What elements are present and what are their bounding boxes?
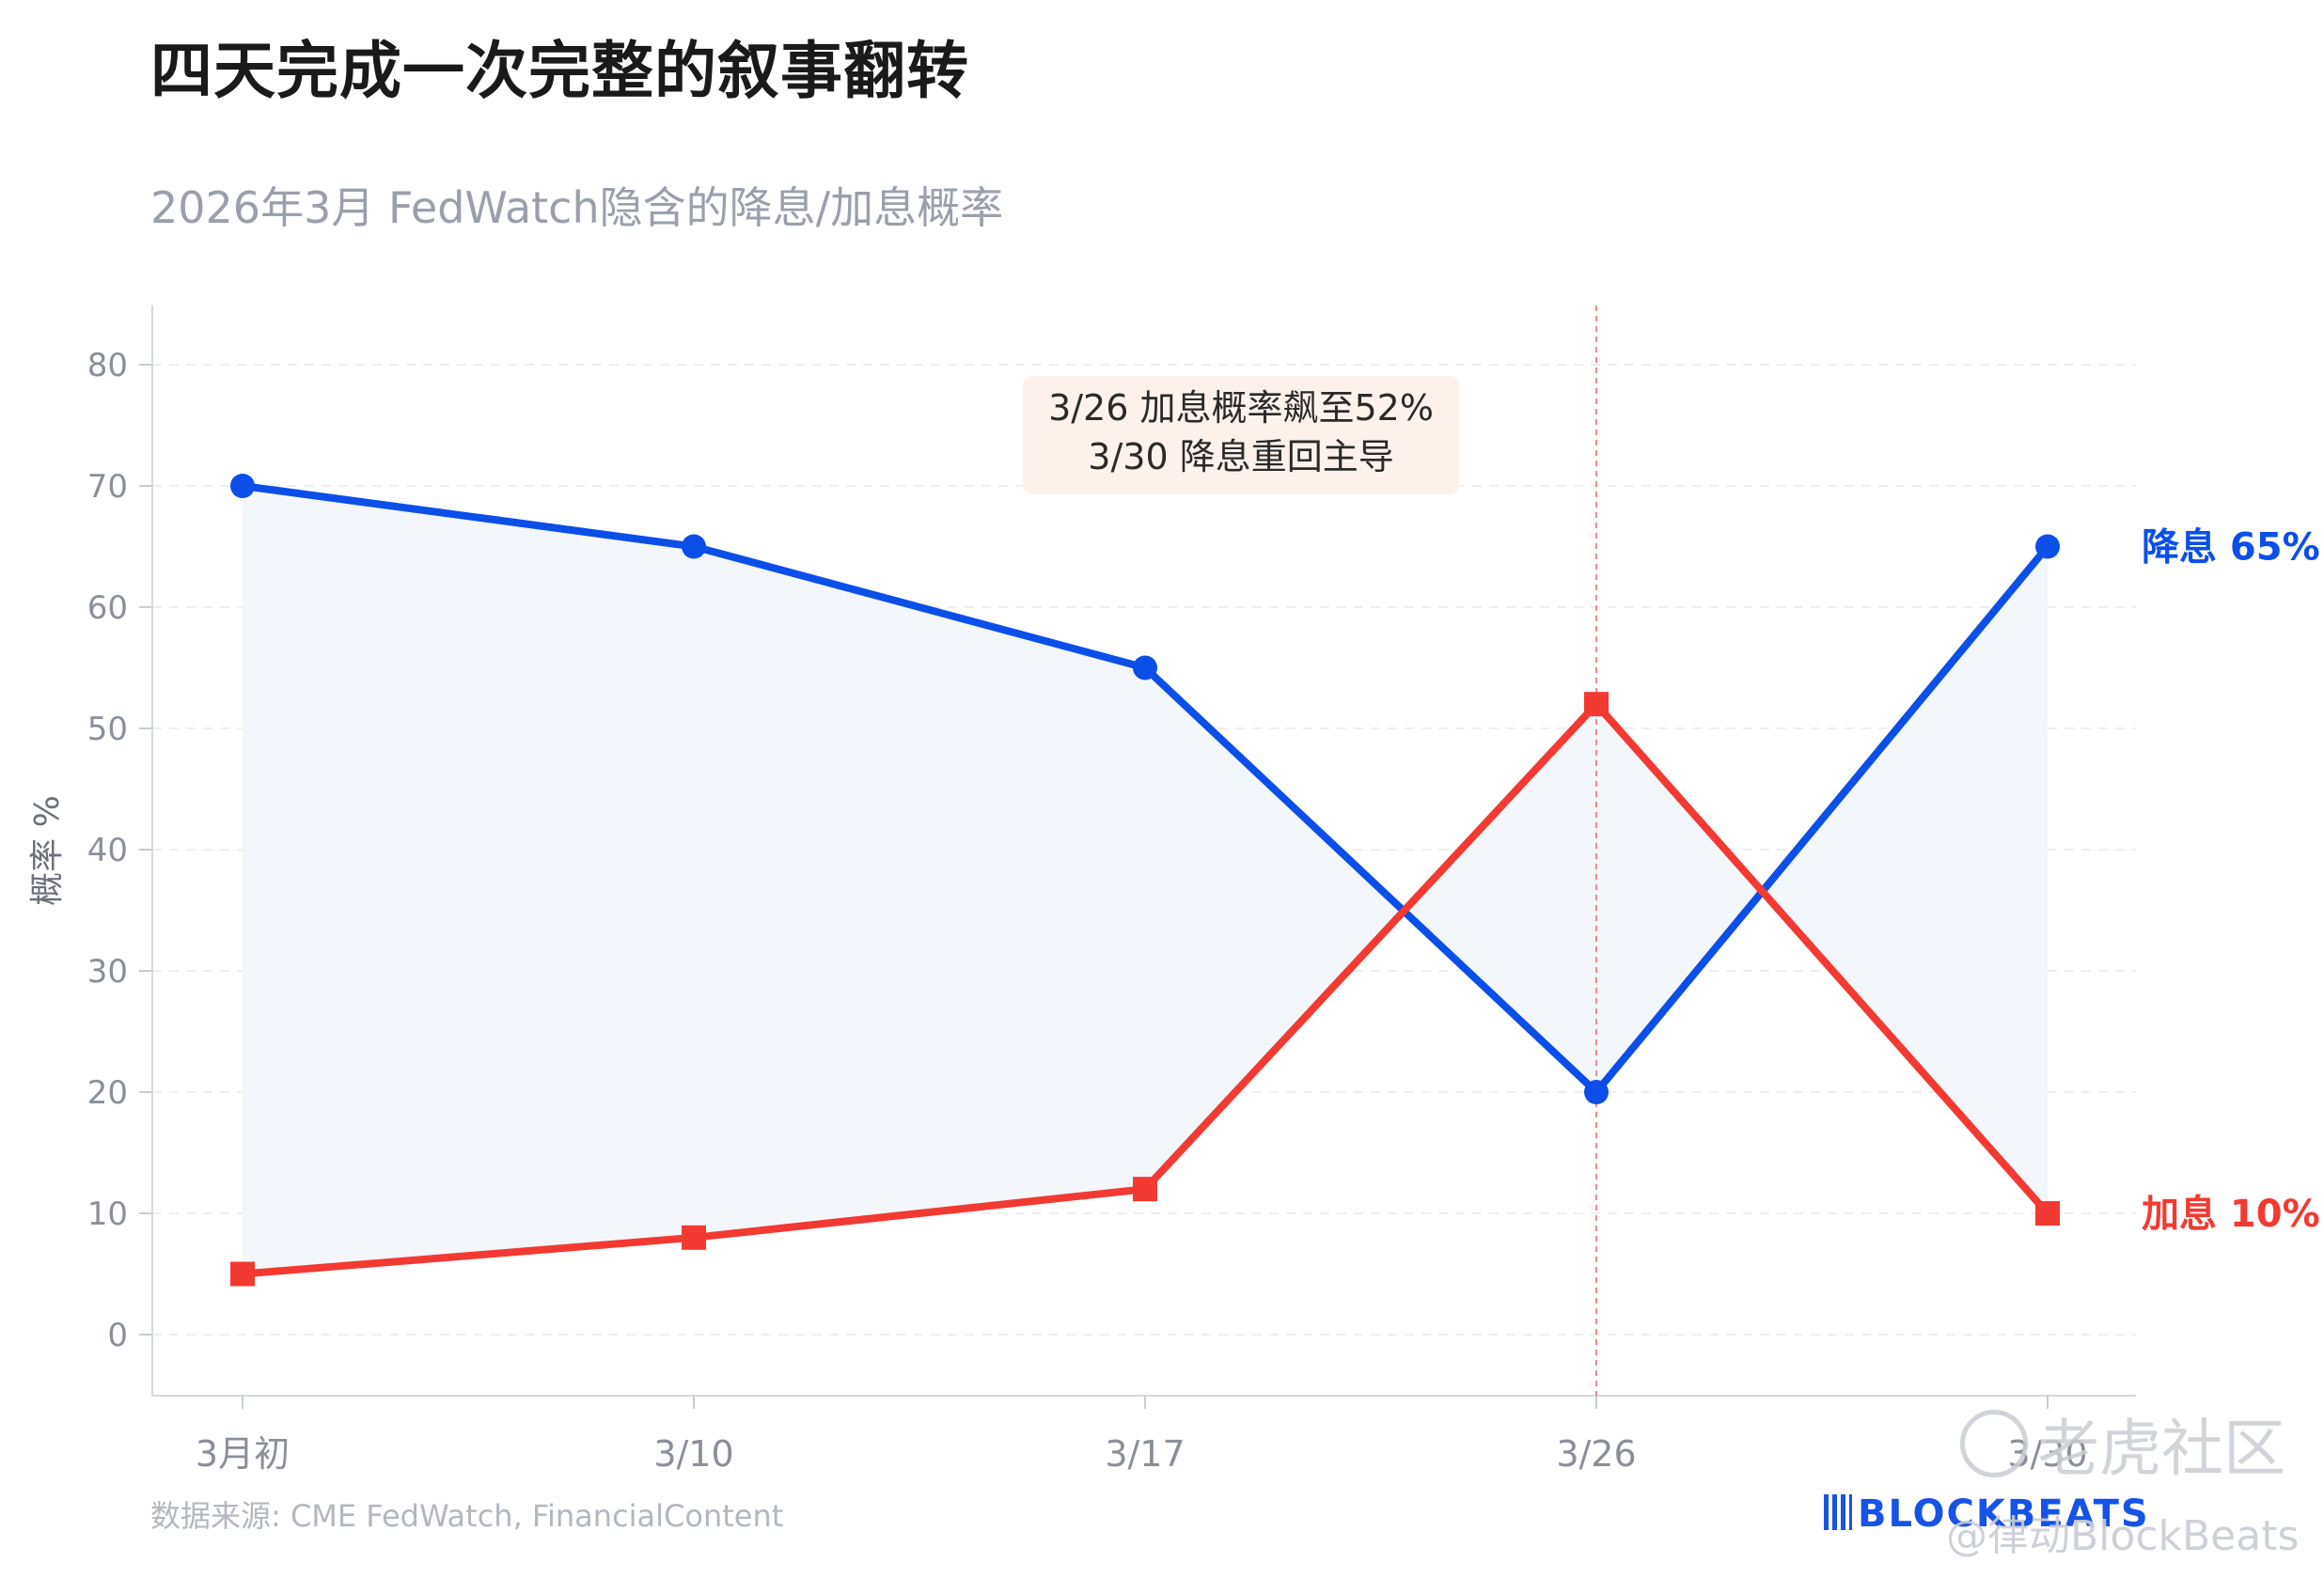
fill-between-area: [243, 486, 2048, 1274]
ytick-label-40: 40: [87, 832, 128, 869]
fill-area: [243, 486, 2048, 1274]
tiger-logo-icon: [1960, 1410, 2028, 1477]
end-label-0: 降息 65%: [2142, 526, 2320, 570]
ytick-label-70: 70: [87, 468, 128, 506]
brand-bars-icon: [1824, 1494, 1852, 1530]
annotation-line-0: 3/26 加息概率飙至52%: [1048, 387, 1434, 429]
annotation: 3/26 加息概率飙至52% 3/30 降息重回主导: [1023, 376, 1459, 494]
labels: 降息 65% 加息 10%: [2142, 526, 2320, 1237]
xtick-label-3: 3/26: [1556, 1433, 1636, 1475]
xtick-label-0: 3月初: [196, 1433, 290, 1475]
ytick-label-30: 30: [87, 953, 128, 991]
ytick-label-50: 50: [87, 711, 128, 748]
ytick-label-0: 0: [107, 1317, 128, 1354]
series: [230, 474, 2060, 1287]
point-0-0: [230, 474, 255, 498]
point-1-0: [230, 1261, 255, 1287]
point-1-3: [1584, 692, 1609, 717]
watermark-handle: @律动BlockBeats: [1946, 1512, 2300, 1560]
point-1-2: [1133, 1177, 1157, 1202]
chart-subtitle: 2026年3月 FedWatch隐含的降息/加息概率: [150, 182, 1004, 233]
source-note: 数据来源: CME FedWatch, FinancialContent: [150, 1498, 784, 1534]
brand-text: BLOCKBEATS: [1858, 1492, 2150, 1536]
watermark-tiger-text: 老虎社区: [2037, 1413, 2285, 1485]
y-axis-label: 概率 %: [28, 795, 67, 906]
ytick-label-60: 60: [87, 589, 128, 627]
annotation-box: [1023, 376, 1459, 494]
xtick-label-2: 3/17: [1105, 1433, 1185, 1475]
point-0-1: [682, 534, 706, 559]
ytick-label-80: 80: [87, 347, 128, 384]
point-0-4: [2035, 534, 2060, 559]
ytick-label-20: 20: [87, 1074, 128, 1112]
point-0-2: [1133, 655, 1157, 680]
point-0-3: [1584, 1080, 1609, 1104]
point-1-1: [682, 1225, 706, 1250]
end-label-1: 加息 10%: [2142, 1193, 2320, 1236]
annotation-line-1: 3/30 降息重回主导: [1088, 436, 1393, 477]
brand-logo: BLOCKBEATS: [1824, 1492, 2150, 1536]
xtick-label-1: 3/10: [653, 1433, 733, 1475]
chart-title: 四天完成一次完整的叙事翻转: [150, 35, 969, 107]
point-1-4: [2035, 1201, 2060, 1226]
ytick-label-10: 10: [87, 1195, 128, 1233]
watermark-tiger: 老虎社区: [1960, 1398, 2285, 1489]
